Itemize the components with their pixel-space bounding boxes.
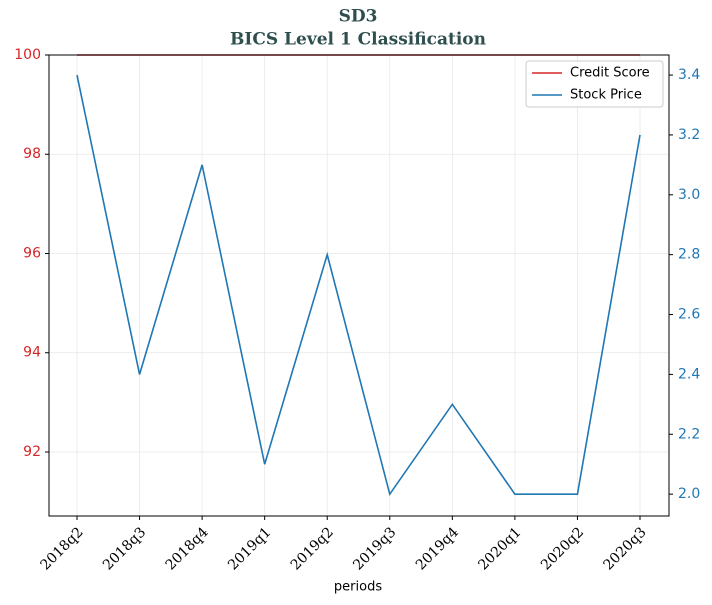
y-tick-label: 98 <box>23 146 41 162</box>
x-tick-label: 2020q3 <box>601 524 650 573</box>
y2-tick-label: 2.0 <box>678 486 700 502</box>
x-tick-label: 2020q2 <box>538 524 587 573</box>
legend-label: Credit Score <box>570 66 650 81</box>
x-tick-label: 2018q4 <box>163 524 212 573</box>
chart-subtitle: BICS Level 1 Classification <box>230 30 486 50</box>
y2-tick-label: 3.4 <box>678 67 700 83</box>
y-tick-label: 94 <box>23 345 41 361</box>
x-tick-label: 2018q2 <box>38 524 87 573</box>
x-axis-label: periods <box>334 580 382 595</box>
x-tick-label: 2019q1 <box>225 524 274 573</box>
plot-frame <box>48 54 670 517</box>
y2-tick-label: 3.2 <box>678 127 700 143</box>
x-tick-label: 2019q4 <box>413 524 462 573</box>
y-tick-label: 92 <box>23 444 41 460</box>
y2-tick-label: 2.6 <box>678 307 700 323</box>
y2-tick-label: 2.4 <box>678 366 700 382</box>
x-tick-label: 2018q3 <box>100 524 149 573</box>
x-tick-label: 2019q2 <box>288 524 337 573</box>
line-series <box>76 74 641 497</box>
x-tick-label: 2020q1 <box>475 524 524 573</box>
x-tick-label: 2019q3 <box>350 524 399 573</box>
y2-tick-label: 2.8 <box>678 247 700 263</box>
y-tick-label: 100 <box>14 47 41 63</box>
y-tick-label: 96 <box>23 245 41 261</box>
chart-title: SD3 <box>339 7 378 27</box>
y2-tick-label: 3.0 <box>678 187 700 203</box>
y2-tick-label: 2.2 <box>678 426 700 442</box>
legend-label: Stock Price <box>570 88 642 103</box>
